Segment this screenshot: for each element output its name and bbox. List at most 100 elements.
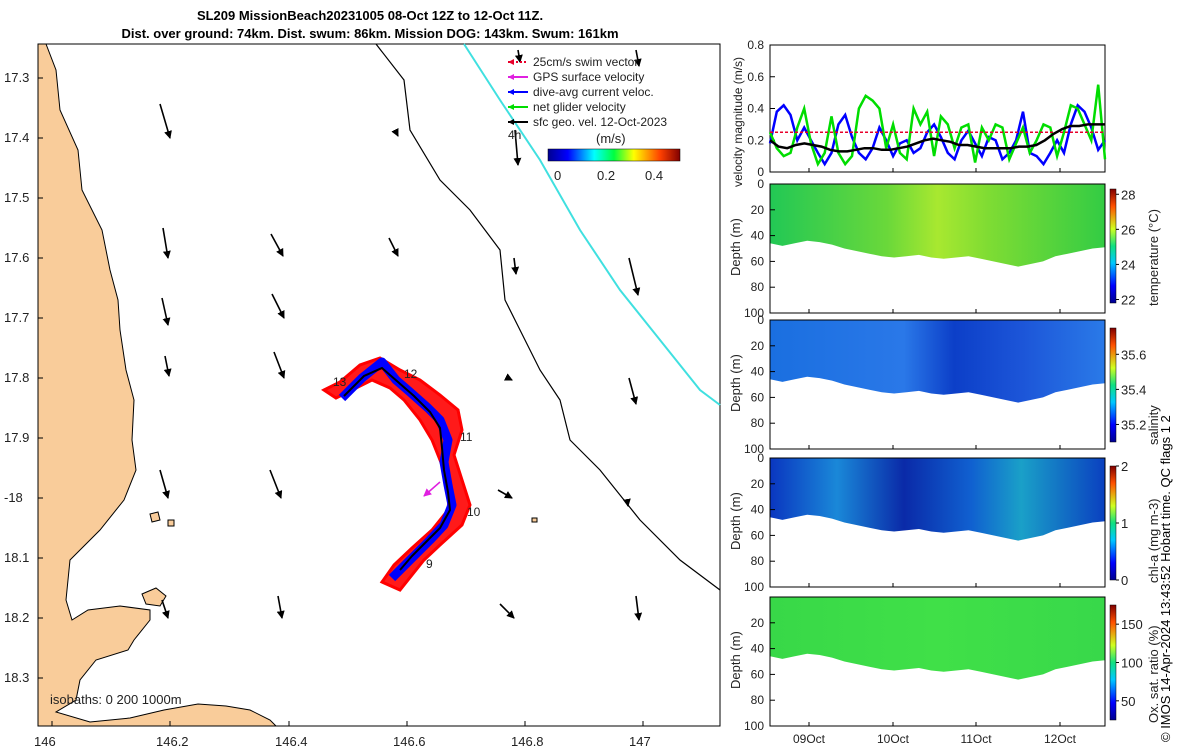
depth-tick-label: 60 <box>751 667 765 681</box>
colorbar-units: (m/s) <box>596 131 626 146</box>
track-label-11: 11 <box>460 430 473 444</box>
eac-boundary <box>463 43 721 406</box>
geo-velocity-arrow <box>271 293 285 319</box>
geostrophic-velocity-arrows <box>159 49 643 621</box>
colorbar-tick-label: 35.6 <box>1121 347 1146 362</box>
map-ytick-label: 17.8 <box>4 370 29 385</box>
depth-tick-label: 60 <box>751 390 765 404</box>
depth-tick-label: 20 <box>751 339 765 353</box>
velocity-series-net-glider-velocity <box>768 84 1107 168</box>
track-label-10: 10 <box>467 505 481 519</box>
geo-velocity-arrow <box>388 237 399 257</box>
geo-velocity-arrow <box>514 49 523 63</box>
depth-tick-label: 20 <box>751 616 765 630</box>
title-line-2: Dist. over ground: 74km. Dist. swum: 86k… <box>121 26 619 41</box>
colorbar-label: salinity <box>1146 405 1161 445</box>
velocity-ytick-label: 0.4 <box>747 102 764 116</box>
coastline-land <box>37 43 278 727</box>
geo-velocity-arrow <box>513 129 522 166</box>
map-ytick-label: 17.3 <box>4 70 29 85</box>
geo-velocity-arrow <box>622 498 631 507</box>
colorbar-tick-label: 100 <box>1121 656 1143 671</box>
colorbar-label: Ox. sat. ratio (%) <box>1146 625 1161 723</box>
section-border <box>769 596 1106 727</box>
colorbar-label: chl-a (mg m-3) <box>1146 498 1161 583</box>
colorbar-tick-label: 2 <box>1121 459 1128 474</box>
depth-tick-label: 100 <box>744 442 764 456</box>
island-small <box>149 511 161 523</box>
time-tick-label: 11Oct <box>960 732 992 746</box>
depth-tick-label: 60 <box>751 254 765 268</box>
map-ytick-label: 17.7 <box>4 310 29 325</box>
map-ytick-label: 18.1 <box>4 550 29 565</box>
depth-tick-label: 0 <box>757 313 764 327</box>
geo-velocity-arrow <box>634 595 643 621</box>
geo-velocity-arrow <box>269 469 283 499</box>
geo-velocity-arrow <box>270 233 284 257</box>
section-border <box>769 183 1106 314</box>
section-colorbar <box>1109 188 1117 304</box>
geo-velocity-arrow <box>162 227 171 259</box>
colorbar-tick-label: 150 <box>1121 617 1143 632</box>
geo-velocity-arrow <box>497 489 513 499</box>
colorbar-tick-label: 0 <box>1121 573 1128 588</box>
track-label-9: 9 <box>426 557 433 571</box>
depth-tick-label: 40 <box>751 503 765 517</box>
geo-velocity-arrow <box>161 297 171 326</box>
map-ytick-label: 18.2 <box>4 610 29 625</box>
colorbar-tick-0.4: 0.4 <box>645 168 663 183</box>
map-xtick-label: 146.2 <box>156 734 189 749</box>
legend-arrowhead <box>508 74 514 80</box>
time-tick-label: 10Oct <box>877 732 910 746</box>
depth-axis-label: Depth (m) <box>728 218 743 276</box>
glider-track: 13 12 11 10 9 <box>321 356 481 592</box>
geo-velocity-arrow <box>633 49 642 67</box>
colorbar-tick-label: 26 <box>1121 222 1135 237</box>
depth-tick-label: 40 <box>751 229 765 243</box>
track-label-13: 13 <box>333 375 347 389</box>
colorbar-tick-label: 50 <box>1121 694 1135 709</box>
depth-tick-label: 60 <box>751 528 765 542</box>
section-data-fill <box>770 320 1105 403</box>
section-colorbar <box>1109 604 1117 721</box>
section-panel-1: 0 20 40 60 80 100 Depth (m) 28 26 24 22 temperature… <box>728 177 1161 320</box>
velocity-ytick-label: 0.8 <box>747 38 764 52</box>
map-axis-ticks: 146 146.2 146.4 146.6 146.8 147 17.3 17.4 17.5 17… <box>4 70 651 749</box>
island-small-2 <box>167 519 175 527</box>
gps-surface-velocity-arrow <box>423 481 441 497</box>
colorbar-tick-label: 1 <box>1121 516 1128 531</box>
geo-velocity-arrow <box>273 351 286 379</box>
colorbar-tick-label: 35.4 <box>1121 382 1146 397</box>
map-xtick-label: 146.6 <box>393 734 426 749</box>
dive-avg-current-cloud <box>338 357 457 582</box>
legend-arrowhead <box>508 59 514 65</box>
map-ytick-label: 18.3 <box>4 670 29 685</box>
depth-tick-label: 100 <box>744 719 764 733</box>
colorbar-tick-label: 28 <box>1121 187 1135 202</box>
section-border <box>769 457 1106 588</box>
velocity-ytick-label: 0.6 <box>747 70 764 84</box>
depth-tick-label: 100 <box>744 580 764 594</box>
velocity-panel: velocity magnitude (m/s) 0 0.2 0.4 0.6 0.8 <box>731 38 1107 187</box>
depth-tick-label: 100 <box>744 306 764 320</box>
depth-axis-label: Depth (m) <box>728 631 743 689</box>
velocity-ytick-label: 0.2 <box>747 133 764 147</box>
colorbar-tick-0: 0 <box>554 168 561 183</box>
depth-axis-label: Depth (m) <box>728 354 743 412</box>
colorbar-tick-label: 22 <box>1121 292 1135 307</box>
geo-velocity-arrow <box>503 373 513 381</box>
depth-tick-label: 40 <box>751 642 765 656</box>
net-glider-track <box>343 366 452 571</box>
depth-tick-label: 40 <box>751 365 765 379</box>
legend-arrowhead <box>508 104 514 110</box>
velocity-ylabel: velocity magnitude (m/s) <box>731 57 745 187</box>
geo-velocity-arrow <box>391 127 399 137</box>
depth-tick-label: 80 <box>751 416 765 430</box>
colorbar-label: temperature (°C) <box>1146 209 1161 306</box>
depth-tick-label: 0 <box>757 451 764 465</box>
map-xtick-label: 147 <box>629 734 651 749</box>
map-ytick-label: 17.4 <box>4 130 29 145</box>
